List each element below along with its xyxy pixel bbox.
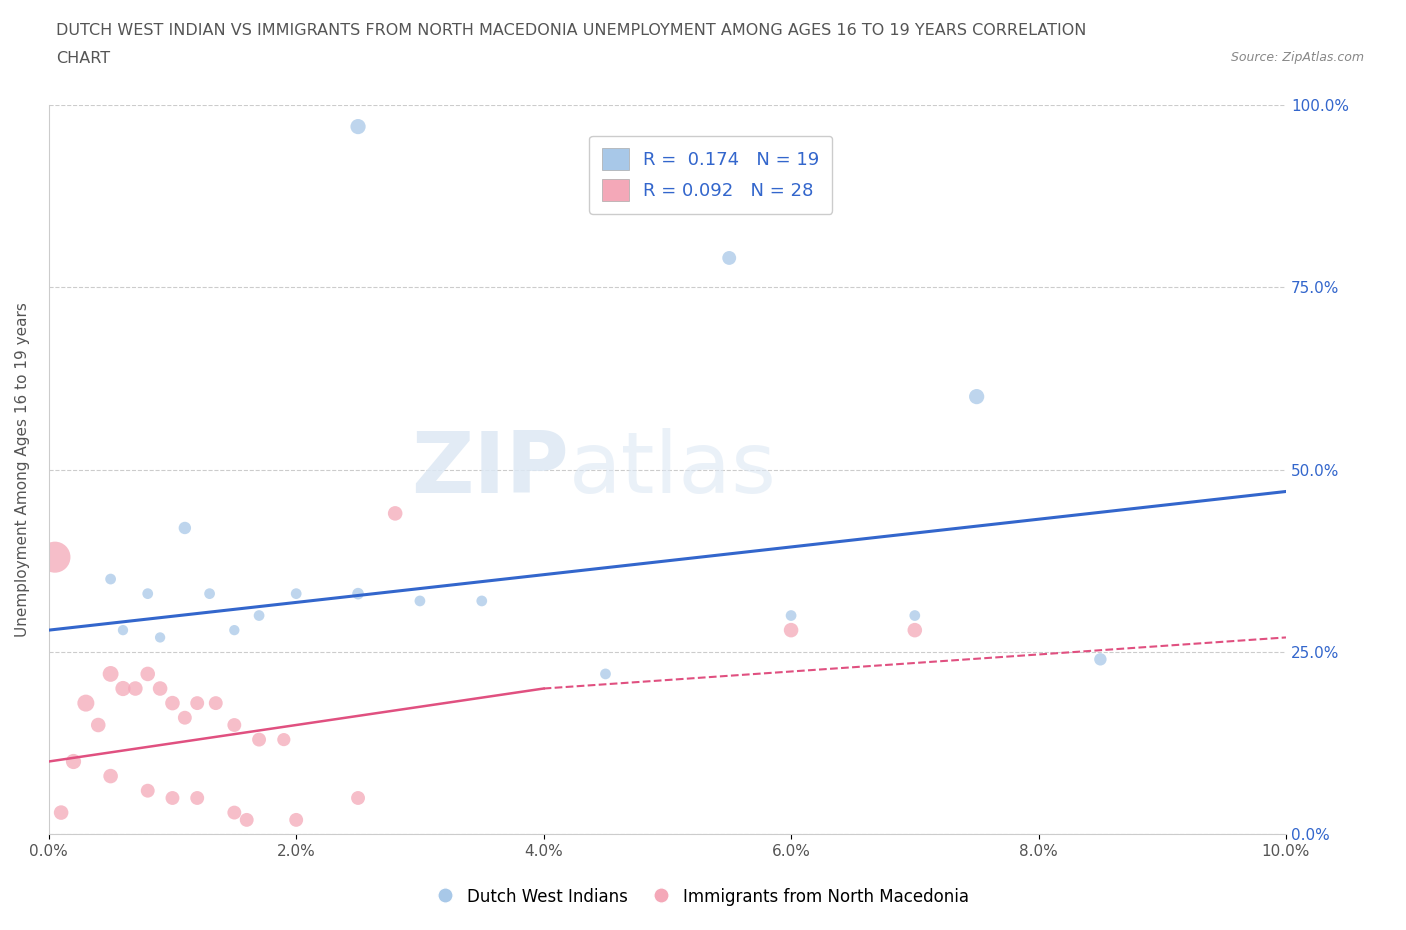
Point xyxy=(409,593,432,608)
Point xyxy=(162,790,184,805)
Point xyxy=(904,623,927,638)
Point xyxy=(347,119,370,134)
Point xyxy=(49,805,72,820)
Text: ZIP: ZIP xyxy=(411,428,568,512)
Point xyxy=(247,732,270,747)
Point xyxy=(100,667,122,682)
Legend: Dutch West Indians, Immigrants from North Macedonia: Dutch West Indians, Immigrants from Nort… xyxy=(430,881,976,912)
Y-axis label: Unemployment Among Ages 16 to 19 years: Unemployment Among Ages 16 to 19 years xyxy=(15,302,30,637)
Point xyxy=(162,696,184,711)
Point xyxy=(285,586,308,601)
Point xyxy=(62,754,84,769)
Point xyxy=(44,550,66,565)
Point xyxy=(904,608,927,623)
Point xyxy=(247,608,270,623)
Point xyxy=(111,681,134,696)
Point xyxy=(186,790,208,805)
Point xyxy=(595,667,617,682)
Point xyxy=(347,790,370,805)
Point xyxy=(224,805,246,820)
Point xyxy=(718,250,741,265)
Point xyxy=(384,506,406,521)
Point xyxy=(224,623,246,638)
Text: DUTCH WEST INDIAN VS IMMIGRANTS FROM NORTH MACEDONIA UNEMPLOYMENT AMONG AGES 16 : DUTCH WEST INDIAN VS IMMIGRANTS FROM NOR… xyxy=(56,23,1087,38)
Point xyxy=(173,711,195,725)
Point xyxy=(136,783,159,798)
Point xyxy=(224,718,246,733)
Point xyxy=(100,769,122,784)
Point xyxy=(136,667,159,682)
Point xyxy=(100,572,122,587)
Legend: R =  0.174   N = 19, R = 0.092   N = 28: R = 0.174 N = 19, R = 0.092 N = 28 xyxy=(589,136,832,214)
Point xyxy=(235,813,257,828)
Point xyxy=(173,521,195,536)
Point xyxy=(780,623,803,638)
Point xyxy=(186,696,208,711)
Point xyxy=(75,696,97,711)
Point xyxy=(273,732,295,747)
Point xyxy=(111,623,134,638)
Point xyxy=(136,586,159,601)
Point xyxy=(285,813,308,828)
Text: Source: ZipAtlas.com: Source: ZipAtlas.com xyxy=(1230,51,1364,64)
Point xyxy=(966,389,988,404)
Point xyxy=(149,630,172,644)
Point xyxy=(198,586,221,601)
Text: CHART: CHART xyxy=(56,51,110,66)
Point xyxy=(471,593,494,608)
Point xyxy=(149,681,172,696)
Point xyxy=(87,718,110,733)
Point xyxy=(1090,652,1112,667)
Point xyxy=(204,696,226,711)
Text: atlas: atlas xyxy=(568,428,776,512)
Point xyxy=(124,681,146,696)
Point xyxy=(780,608,803,623)
Point xyxy=(347,586,370,601)
